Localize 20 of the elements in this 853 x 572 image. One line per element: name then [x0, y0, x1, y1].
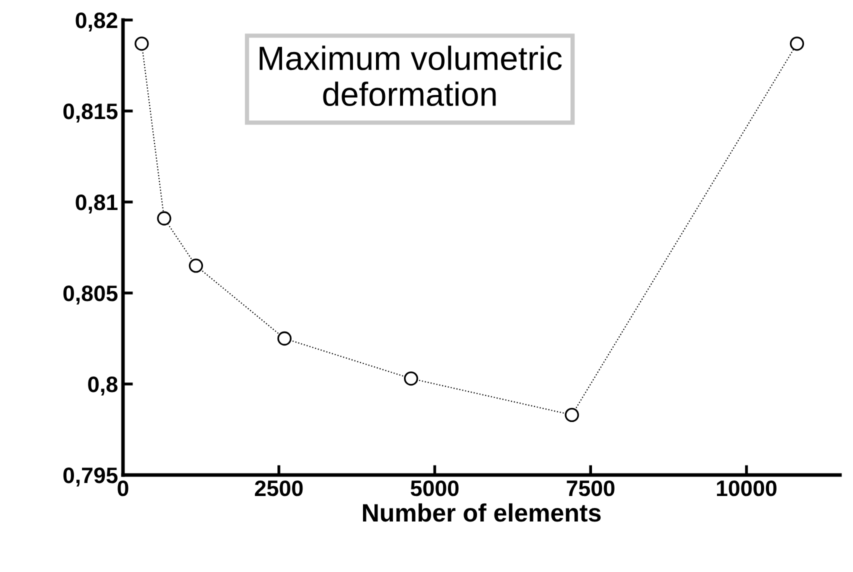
- y-tick-label: 0,82: [76, 12, 118, 32]
- point: [564, 408, 579, 422]
- y-tick-label: 0,815: [63, 104, 118, 122]
- x-tick-label: 2500: [254, 480, 303, 496]
- point: [404, 371, 418, 386]
- x-axis-title: Number of elements: [363, 503, 601, 522]
- x-tick-label: 0: [118, 480, 128, 496]
- y-tick-label: 0,81: [76, 194, 118, 214]
- point: [790, 36, 804, 51]
- y-tick-label: 0,795: [63, 468, 118, 486]
- x-tick-label: 7500: [566, 480, 614, 496]
- x-tick-label: 5000: [410, 480, 459, 496]
- x-tick-label: 10000: [716, 480, 776, 496]
- point: [188, 258, 204, 273]
- point: [157, 211, 172, 226]
- point: [134, 36, 149, 51]
- y-tick-label: 0,8: [88, 376, 118, 396]
- text: Maximum volumetric deformation: [260, 46, 562, 106]
- point: [277, 331, 292, 346]
- y-tick-label: 0,805: [63, 286, 118, 304]
